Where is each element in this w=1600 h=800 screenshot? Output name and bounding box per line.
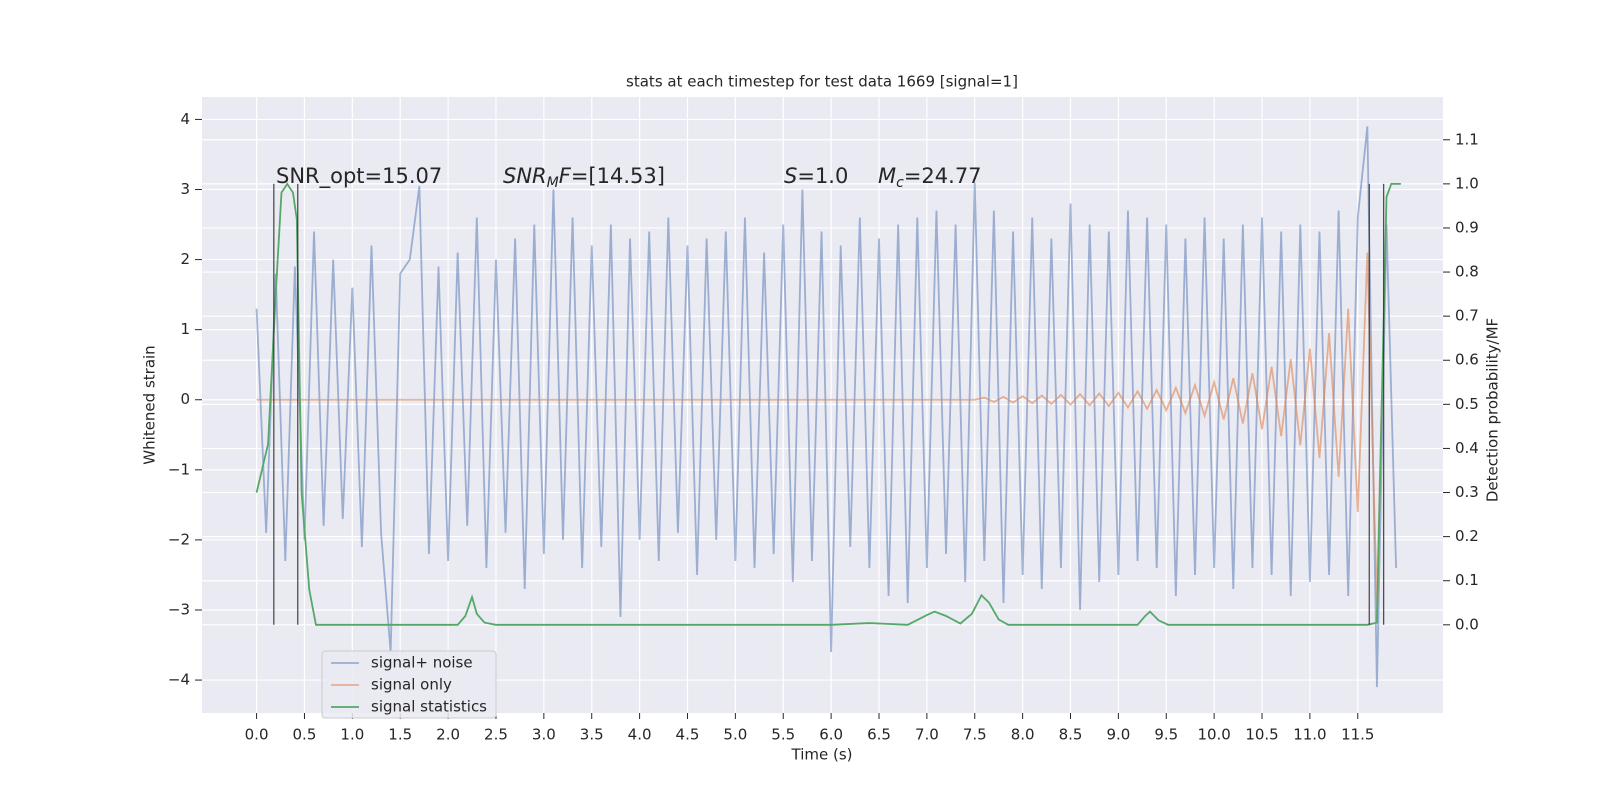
x-tick-label: 3.0 — [532, 726, 556, 744]
y-tick-label: 0 — [180, 390, 190, 408]
annotation-part: c — [896, 175, 904, 191]
x-tick-label: 6.5 — [867, 726, 891, 744]
annotation-part: M — [547, 175, 559, 191]
legend-box — [321, 650, 497, 719]
annotation-part: =[14.53] — [571, 164, 665, 188]
legend-label: signal only — [371, 676, 452, 694]
x-tick-label: 4.0 — [628, 726, 652, 744]
x-tick-label: 10.5 — [1245, 726, 1278, 744]
labels: 0.0 0.5 1.0 1.5 2.0 2.5 3.0 3.5 4.0 4.5 5.0 5.5 6.0 6… — [168, 110, 1479, 744]
y-axis-label: Whitened strain — [141, 345, 159, 464]
x-tick-label: 9.0 — [1106, 726, 1130, 744]
annotation-part: F — [559, 164, 572, 188]
y2-tick-label: 0.4 — [1455, 439, 1479, 457]
annotation-part: =24.77 — [904, 164, 982, 188]
annotation-part: M — [878, 164, 896, 188]
y-tick-label: −3 — [168, 600, 190, 618]
series-line — [255, 182, 1401, 626]
x-tick-label: 6.0 — [819, 726, 843, 744]
y2-tick-label: 0.6 — [1455, 351, 1479, 369]
y2-tick-label: 0.3 — [1455, 483, 1479, 501]
x-tick-label: 1.0 — [340, 726, 364, 744]
y2-tick-label: 0.1 — [1455, 571, 1479, 589]
chart-title: stats at each timestep for test data 166… — [626, 73, 1018, 91]
annotation-part: SNR_opt=15.07 — [276, 164, 442, 189]
annotation-part: SNR — [503, 164, 547, 188]
y2-tick-label: 0.5 — [1455, 395, 1479, 413]
x-tick-label: 9.5 — [1154, 726, 1178, 744]
legend-label: signal statistics — [371, 698, 487, 716]
x-tick-label: 1.5 — [388, 726, 412, 744]
x-tick-label: 3.5 — [580, 726, 604, 744]
annotation-part: S — [784, 164, 797, 188]
x-tick-label: 8.0 — [1011, 726, 1035, 744]
y2-tick-label: 1.1 — [1455, 130, 1479, 148]
x-tick-label: 4.5 — [676, 726, 700, 744]
annotation: Mc=24.77 — [878, 164, 982, 191]
x-tick-label: 7.5 — [963, 726, 987, 744]
grid — [202, 97, 1443, 713]
y-tick-label: −2 — [168, 530, 190, 548]
x-tick-label: 0.0 — [245, 726, 269, 744]
annotation: SNR_opt=15.07 — [276, 164, 442, 189]
x-tick-label: 0.5 — [293, 726, 317, 744]
plot-marks — [255, 126, 1401, 688]
series-line — [255, 126, 1397, 688]
annotation: SNRMF=[14.53] — [503, 164, 665, 191]
y-tick-label: 2 — [180, 250, 190, 268]
x-tick-label: 2.0 — [436, 726, 460, 744]
y-tick-label: −1 — [168, 460, 190, 478]
x-tick-label: 11.5 — [1341, 726, 1374, 744]
y-tick-label: 3 — [180, 180, 190, 198]
y-tick-label: −4 — [168, 671, 190, 689]
y2-tick-label: 0.7 — [1455, 307, 1479, 325]
series-line — [256, 252, 1383, 603]
x-tick-label: 5.0 — [723, 726, 747, 744]
y2-tick-label: 0.9 — [1455, 218, 1479, 236]
annotation: S=1.0 — [784, 164, 848, 188]
x-tick-label: 2.5 — [484, 726, 508, 744]
x-tick-label: 8.5 — [1059, 726, 1083, 744]
y-tick-label: 1 — [180, 320, 190, 338]
x-tick-label: 11.0 — [1293, 726, 1326, 744]
x-tick-label: 5.5 — [771, 726, 795, 744]
x-tick-label: 10.0 — [1197, 726, 1230, 744]
x-tick-label: 7.0 — [915, 726, 939, 744]
y2-tick-label: 0.8 — [1455, 263, 1479, 281]
legend-label: signal+ noise — [371, 654, 473, 672]
y2-tick-label: 0.2 — [1455, 527, 1479, 545]
y-tick-label: 4 — [180, 110, 190, 128]
x-axis-label: Time (s) — [791, 746, 853, 764]
y2-axis-label: Detection probability/MF — [1484, 318, 1502, 502]
annotation-part: =1.0 — [797, 164, 848, 188]
y2-tick-label: 0.0 — [1455, 615, 1479, 633]
y2-tick-label: 1.0 — [1455, 174, 1479, 192]
